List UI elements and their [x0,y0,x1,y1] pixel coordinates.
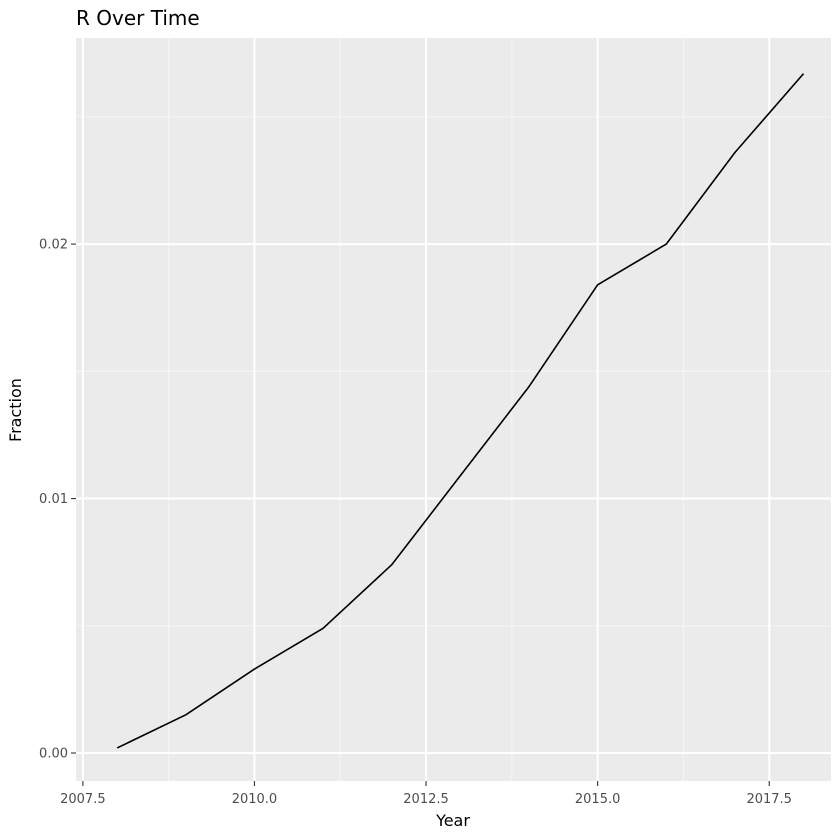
plot-panel [76,38,831,781]
major-gridlines [76,38,831,781]
x-tick-label: 2007.5 [60,792,106,807]
y-tick-label: 0.01 [39,492,68,507]
x-axis: 2007.5 2010.0 2012.5 2015.0 2017.5 [60,781,792,807]
y-axis-title: Fraction [6,378,25,442]
chart-title: R Over Time [76,6,200,30]
x-axis-title: Year [435,811,470,830]
x-tick-label: 2015.0 [575,792,621,807]
y-tick-label: 0.02 [39,238,68,253]
y-tick-label: 0.00 [39,747,68,762]
y-axis: 0.00 0.01 0.02 [39,238,76,762]
x-tick-label: 2017.5 [746,792,792,807]
x-tick-label: 2012.5 [403,792,449,807]
x-tick-label: 2010.0 [232,792,278,807]
series-line [116,73,805,749]
series-layer [116,73,805,749]
